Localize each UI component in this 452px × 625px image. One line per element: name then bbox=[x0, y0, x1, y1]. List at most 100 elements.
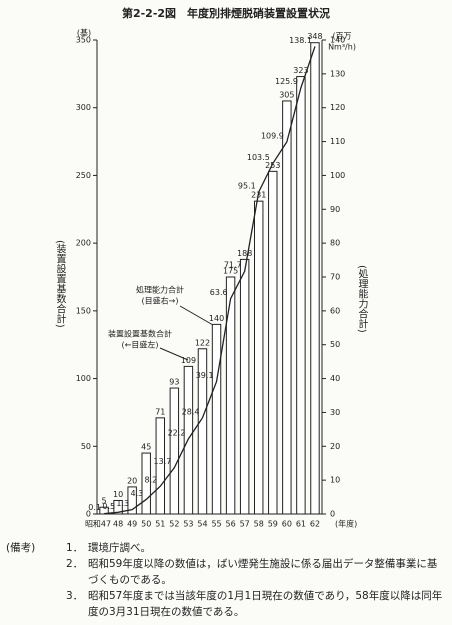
y2-tick-label: 110 bbox=[330, 137, 345, 146]
bar-value-label: 93 bbox=[169, 378, 179, 387]
x-tick-label: 50 bbox=[141, 520, 151, 529]
note-num: 3． bbox=[66, 590, 84, 602]
line-value-label: 0.1 bbox=[88, 503, 101, 512]
line-value-label: 109.9 bbox=[261, 131, 284, 140]
y2-unit: Nm³/h) bbox=[328, 43, 356, 52]
bar bbox=[211, 323, 222, 515]
notes-heading: (備考) bbox=[6, 542, 36, 554]
x-tick-label: 49 bbox=[127, 520, 137, 529]
line-value-label: 28.4 bbox=[182, 407, 200, 416]
x-unit: (年度) bbox=[335, 519, 357, 529]
note-row: 2． 昭和59年度以降の数値は，ばい煙発生施設に係る届出データ整備事業に基づくもの… bbox=[66, 556, 446, 588]
note-row: 3． 昭和57年度までは当該年度の1月1日現在の数値であり，58年度以降は同年度の… bbox=[66, 588, 446, 620]
bar-value-label: 305 bbox=[279, 90, 294, 99]
y-unit: (基) bbox=[77, 28, 91, 38]
y2-tick-label: 120 bbox=[330, 103, 345, 112]
line-value-label: 39.1 bbox=[196, 371, 214, 380]
y2-tick-label: 50 bbox=[330, 340, 340, 349]
line bbox=[103, 46, 316, 515]
x-tick-label: 57 bbox=[240, 520, 250, 529]
note-text: 昭和57年度までは当該年度の1月1日現在の数値であり，58年度以降は同年度の3月… bbox=[88, 590, 443, 618]
y-tick-label: 250 bbox=[76, 171, 91, 180]
bar bbox=[113, 499, 123, 515]
y2-tick-label: 60 bbox=[330, 306, 340, 315]
y-tick-label: 300 bbox=[76, 103, 91, 112]
annotation: (←目盛左) bbox=[122, 340, 159, 350]
x-tick-label: 52 bbox=[169, 520, 179, 529]
line-value-label: 4.3 bbox=[130, 489, 143, 498]
bar bbox=[296, 76, 306, 515]
bar-value-label: 20 bbox=[127, 476, 137, 485]
bar-value-label: 122 bbox=[195, 338, 210, 347]
y-tick-label: 350 bbox=[76, 36, 91, 45]
bar-value-label: 348 bbox=[307, 32, 322, 41]
annotation: 装置設置基数合計 bbox=[108, 329, 172, 339]
y-tick-label: 50 bbox=[81, 442, 91, 451]
y-axis-label: (装置設置基数合計) bbox=[54, 240, 66, 328]
note-text: 環境庁調べ。 bbox=[88, 542, 151, 554]
line-value-label: 71.7 bbox=[224, 261, 242, 270]
line-value-label: 1.3 bbox=[116, 499, 129, 508]
line-value-label: 0.5 bbox=[102, 502, 115, 511]
line-value-label: 125.9 bbox=[275, 77, 298, 86]
bar bbox=[268, 170, 278, 515]
bar bbox=[155, 417, 165, 515]
x-tick-label: 56 bbox=[226, 520, 236, 529]
x-tick-label: 51 bbox=[155, 520, 165, 529]
line-value-label: 103.5 bbox=[247, 153, 270, 162]
note-num: 1． bbox=[66, 542, 84, 554]
y2-tick-label: 100 bbox=[330, 171, 345, 180]
chart: 第2-2-2図 年度別排煙脱硝装置設置状況 (基) (百万 Nm³/h) (装置… bbox=[54, 6, 368, 529]
chart-title: 第2-2-2図 年度別排煙脱硝装置設置状況 bbox=[122, 6, 330, 20]
y2-tick-label: 20 bbox=[330, 442, 340, 451]
y2-tick-label: 140 bbox=[330, 36, 345, 45]
x-tick-label: 昭和47 bbox=[85, 520, 111, 529]
x-tick-label: 60 bbox=[282, 520, 292, 529]
bar bbox=[310, 42, 320, 515]
bar-value-label: 188 bbox=[237, 249, 252, 258]
notes: (備考) 1． 環境庁調べ。 2． 昭和59年度以降の数値は，ばい煙発生施設に係る届出… bbox=[6, 540, 446, 620]
bar bbox=[197, 348, 208, 515]
x-tick-label: 62 bbox=[310, 520, 320, 529]
x-tick-label: 58 bbox=[254, 520, 264, 529]
note-num: 2． bbox=[66, 558, 84, 570]
x-tick-label: 53 bbox=[183, 520, 193, 529]
bar-value-label: 323 bbox=[293, 66, 308, 75]
line-value-label: 13.7 bbox=[154, 457, 172, 466]
note-row: (備考) 1． 環境庁調べ。 bbox=[6, 540, 446, 556]
y-tick-label: 0 bbox=[86, 510, 91, 519]
bar-value-label: 10 bbox=[113, 490, 123, 499]
y-tick-label: 100 bbox=[76, 374, 91, 383]
bar bbox=[239, 258, 250, 515]
y2-tick-label: 80 bbox=[330, 239, 340, 248]
y-tick-label: 150 bbox=[76, 306, 91, 315]
bar bbox=[99, 506, 109, 515]
line-value-label: 95.1 bbox=[238, 182, 256, 191]
x-tick-label: 59 bbox=[268, 520, 278, 529]
y2-tick-label: 30 bbox=[330, 408, 340, 417]
bar bbox=[141, 452, 151, 515]
bar-value-label: 253 bbox=[265, 161, 280, 170]
leader-line bbox=[179, 305, 214, 326]
annotation: 処理能力合計 bbox=[136, 285, 184, 295]
y2-axis-label: (処理能力合計) bbox=[356, 265, 368, 333]
line-value-label: 63.6 bbox=[210, 288, 228, 297]
bar bbox=[225, 276, 236, 515]
bar-value-label: 109 bbox=[181, 356, 196, 365]
y-tick-label: 200 bbox=[76, 239, 91, 248]
bar-value-label: 45 bbox=[141, 443, 151, 452]
bar bbox=[169, 387, 180, 515]
bar-value-label: 71 bbox=[155, 407, 165, 416]
y2-unit: (百万 bbox=[332, 32, 351, 41]
x-tick-label: 54 bbox=[197, 520, 207, 529]
x-tick-label: 55 bbox=[211, 520, 221, 529]
line-value-label: 8.2 bbox=[145, 476, 158, 485]
bar bbox=[127, 486, 137, 515]
y2-tick-label: 0 bbox=[330, 510, 335, 519]
leader-line bbox=[159, 347, 189, 361]
bar-value-label: 140 bbox=[209, 314, 224, 323]
bar bbox=[282, 100, 292, 515]
annotation: (目盛右→) bbox=[142, 296, 179, 306]
bar bbox=[254, 200, 264, 515]
